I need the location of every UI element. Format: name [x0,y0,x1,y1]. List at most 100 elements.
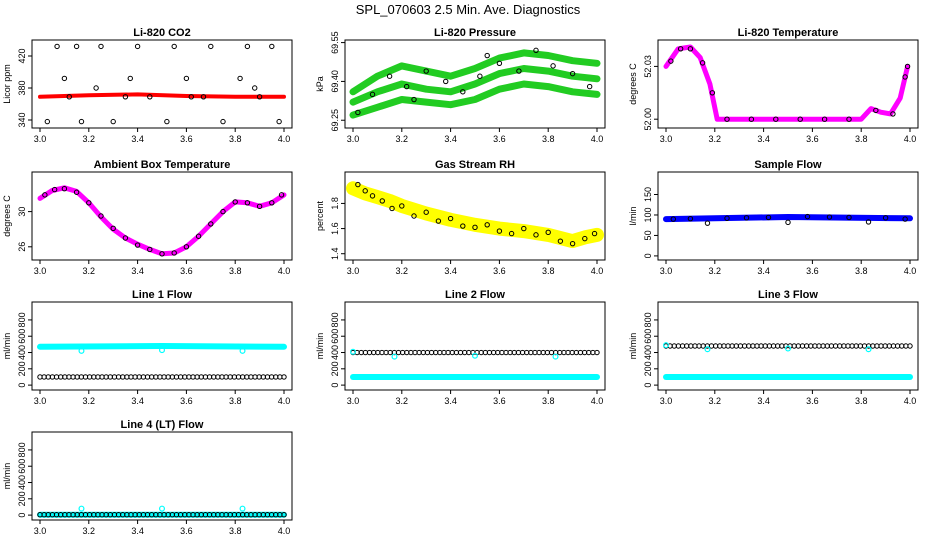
a-series-line [37,343,287,350]
data-point [496,60,503,66]
plot-frame [31,301,293,391]
data-point [147,246,153,253]
chart-title: Line 1 Flow [132,289,192,301]
upper-series-line [349,49,601,96]
x-tick-label: 3.4 [444,266,457,276]
x-tick-label: 3.8 [229,526,242,536]
trace-series-line [346,181,604,249]
plot-frame [344,171,606,261]
x-tick-label: 4.0 [278,134,291,144]
data-point [677,46,684,52]
data-point [386,73,393,79]
data-point [42,192,48,198]
data-point [239,505,246,512]
x-tick-label: 3.0 [660,396,673,406]
y-tick-label: 69.55 [330,31,340,54]
data-point [748,116,755,122]
data-point [355,109,361,116]
y-tick-label: 800 [330,312,340,327]
y-tick-label: 200 [643,361,653,376]
y-axis-label: kPa [315,76,325,92]
data-point [902,74,908,80]
x-tick-label: 3.2 [709,134,722,144]
x-tick-label: 3.2 [709,266,722,276]
data-point [399,203,405,209]
y-tick-label: 400 [17,475,27,490]
data-point [78,347,85,354]
data-point [183,244,190,250]
chart-title: Li-820 Temperature [738,27,839,39]
data-point [252,85,258,91]
y-tick-label: 200 [17,491,27,506]
x-tick-label: 3.2 [83,266,96,276]
chart-title: Line 4 (LT) Flow [121,419,204,431]
data-point [369,193,376,199]
data-point [591,230,598,237]
x-tick-label: 3.8 [855,134,868,144]
data-point [699,60,706,66]
data-point [709,90,716,96]
data-point [411,213,417,219]
data-point [171,250,177,256]
chart-title: Ambient Box Temperature [94,159,231,171]
data-point [423,209,429,215]
x-tick-label: 3.2 [83,526,96,536]
y-tick-label: 0 [17,383,27,388]
y-tick-label: 1.4 [330,247,340,260]
data-point [110,225,116,232]
x-tick-label: 3.6 [493,134,506,144]
x-tick-label: 4.0 [591,134,604,144]
plot-frame [657,301,919,391]
data-point [873,107,879,114]
x-tick-label: 3.8 [229,266,242,276]
x-tick-label: 3.6 [493,396,506,406]
trace-series-line [37,185,287,257]
y-tick-label: 52.00 [643,108,653,131]
plot-frame [657,171,919,261]
x-tick-label: 3.0 [347,266,360,276]
x-tick-label: 3.2 [396,266,409,276]
line2-panel: Line 2 Flow ml/min 3.0 3.2 3.4 3.6 3.8 4.0 0 2004… [315,289,606,406]
x-tick-label: 4.0 [278,526,291,536]
data-point [826,214,833,220]
data-point [122,94,129,100]
x-tick-label: 3.8 [229,134,242,144]
data-point [496,228,503,234]
data-point [484,222,490,228]
data-point [159,505,166,512]
data-point [865,219,872,225]
data-point [256,94,263,100]
data-point [78,118,85,125]
data-point [369,91,376,98]
pressure-panel: Li-820 Pressure kPa 3.0 3.2 3.4 3.6 3.8 4.0 69.2… [315,27,606,144]
sample-panel: Sample Flow l/min 3.0 3.2 3.4 3.6 3.8 4.0 0 50 100… [628,159,919,276]
data-point [662,342,669,349]
y-tick-label: 400 [643,345,653,360]
data-point [550,63,556,69]
data-point [846,116,852,122]
data-point [200,94,207,100]
data-point [281,512,287,518]
data-point [521,225,527,232]
data-point [220,118,226,125]
data-point [472,224,478,231]
data-point [569,70,576,77]
data-point [668,58,674,64]
y-tick-label: 1.8 [330,197,340,210]
plot-frame [657,39,919,129]
y-tick-label: 150 [643,187,653,202]
x-tick-label: 3.0 [347,396,360,406]
data-point [183,75,190,82]
x-tick-label: 3.8 [229,396,242,406]
y-tick-label: 800 [17,442,27,457]
data-point [51,186,58,193]
data-point [687,215,694,222]
y-tick-label: 52.03 [643,55,653,78]
data-point [724,215,730,221]
x-tick-label: 3.8 [855,396,868,406]
x-tick-label: 3.2 [83,134,96,144]
x-tick-label: 4.0 [904,134,917,144]
data-point [147,94,153,100]
x-tick-label: 3.6 [180,134,193,144]
data-point [670,216,677,222]
